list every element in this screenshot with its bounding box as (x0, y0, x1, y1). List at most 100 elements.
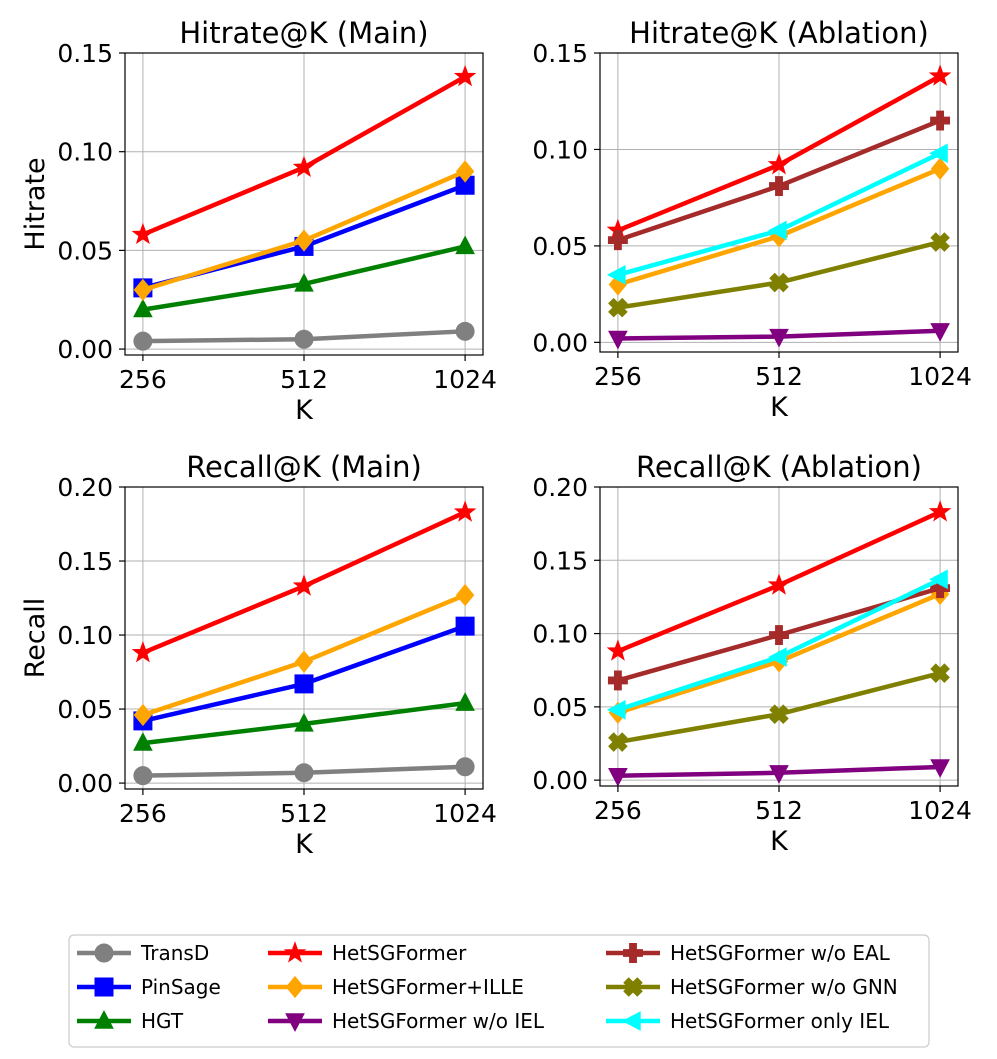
legend-item-hetsgformer-plus-ille: HetSGFormer+ILLE (268, 975, 524, 999)
series-hetsgformer-only-iel (606, 143, 948, 285)
data-point (453, 500, 477, 522)
chart-hitrate-k-main: 0.00 0.05 0.10 0.15 256 512 1024 Hitrate@K (Mai… (20, 16, 497, 426)
data-point (453, 64, 477, 87)
data-point (930, 110, 951, 131)
legend-item-hgt: HGT (77, 1009, 184, 1033)
data-point (769, 704, 789, 724)
data-point (930, 232, 950, 252)
data-point (294, 229, 314, 252)
legend-label: HetSGFormer (332, 941, 467, 965)
legend-item-hetsgformer-w-o-eal: HetSGFormer w/o EAL (606, 941, 891, 965)
y-tick-label: 0.00 (532, 766, 588, 795)
y-tick-label: 0.10 (532, 620, 588, 649)
x-axis-label: K (770, 826, 789, 857)
series-hetsgformer-only-iel (606, 569, 948, 720)
y-tick-label: 0.05 (57, 695, 113, 724)
chart-title: Hitrate@K (Main) (179, 16, 428, 50)
series-hetsgformer-w-o-iel (608, 759, 950, 787)
data-point (131, 640, 155, 663)
y-tick-label: 0.05 (57, 236, 113, 265)
series-hetsgformer (131, 500, 477, 663)
data-point (607, 670, 628, 691)
chart-recall-k-main: 0.00 0.05 0.10 0.15 0.20 256 512 1024 Recall@K (… (20, 450, 497, 860)
series-hetsgformer-w-o-gnn (608, 663, 950, 752)
data-point (928, 500, 952, 522)
data-point (768, 647, 787, 667)
legend-marker (94, 977, 114, 997)
legend-item-hetsgformer-only-iel: HetSGFormer only IEL (606, 1009, 890, 1033)
y-tick-label: 0.10 (57, 138, 113, 167)
data-point (133, 732, 153, 751)
data-point (294, 674, 314, 694)
x-tick-label: 1024 (433, 365, 497, 394)
data-point (606, 699, 626, 720)
legend-item-pinsage: PinSage (77, 975, 221, 999)
y-tick-label: 0.15 (532, 546, 588, 575)
data-point (294, 329, 314, 349)
data-point (133, 703, 153, 727)
y-tick-label: 0.10 (532, 135, 588, 164)
y-tick-label: 0.05 (532, 232, 588, 261)
x-axis-label: K (295, 395, 314, 426)
legend-item-transd: TransD (77, 941, 209, 965)
x-tick-label: 256 (594, 362, 642, 391)
legend-label: HetSGFormer+ILLE (332, 975, 524, 999)
data-point (133, 331, 153, 351)
data-point (608, 330, 628, 350)
legend-label: HetSGFormer w/o EAL (670, 941, 891, 965)
legend-marker (94, 943, 114, 963)
legend-marker (94, 1010, 114, 1029)
chart-title: Recall@K (Ablation) (636, 450, 922, 484)
data-point (930, 663, 950, 683)
legend-item-hetsgformer-w-o-gnn: HetSGFormer w/o GNN (606, 975, 898, 999)
data-point (133, 298, 153, 318)
data-point (769, 765, 789, 784)
legend-label: HGT (141, 1009, 184, 1033)
legend-marker (622, 1011, 641, 1031)
data-point (767, 153, 791, 175)
x-axis-label: K (295, 829, 314, 860)
legend-item-hetsgformer: HetSGFormer (268, 941, 467, 965)
chart-recall-k-ablation: 0.00 0.05 0.10 0.15 0.20 256 512 1024 Recall@K (… (532, 450, 972, 857)
x-tick-label: 512 (280, 799, 328, 828)
data-point (606, 265, 626, 285)
series-hetsgformer (131, 64, 477, 245)
data-point (455, 757, 475, 777)
legend-marker (285, 975, 305, 999)
data-point (455, 692, 475, 711)
series-hetsgformer-w-o-eal (607, 110, 951, 251)
y-tick-label: 0.15 (57, 39, 113, 68)
legend-marker (623, 977, 643, 997)
legend-label: HetSGFormer w/o GNN (670, 975, 898, 999)
series-transd (133, 757, 475, 786)
data-point (769, 328, 789, 348)
data-point (928, 64, 952, 86)
x-tick-label: 1024 (433, 799, 497, 828)
legend-label: TransD (140, 941, 209, 965)
legend-marker (285, 1013, 305, 1032)
legend-marker (283, 941, 307, 963)
series-hetsgformer (606, 64, 952, 241)
series-hgt (133, 235, 475, 318)
data-point (930, 323, 950, 342)
y-tick-label: 0.00 (532, 328, 588, 357)
data-point (769, 272, 789, 293)
data-point (294, 272, 314, 292)
data-point (294, 650, 314, 673)
data-point (294, 763, 314, 783)
series-hetsgformer-w-o-iel (608, 323, 950, 350)
y-tick-label: 0.00 (57, 335, 113, 364)
chart-hitrate-k-ablation: 0.00 0.05 0.10 0.15 256 512 1024 Hitrate@K (Abl… (532, 16, 972, 423)
x-tick-label: 512 (280, 365, 328, 394)
series-hetsgformer-w-o-gnn (608, 232, 950, 318)
legend-label: PinSage (141, 975, 221, 999)
y-tick-label: 0.15 (57, 547, 113, 576)
data-point (133, 278, 153, 301)
data-point (767, 573, 791, 595)
x-tick-label: 1024 (908, 362, 972, 391)
data-point (292, 155, 316, 178)
data-point (608, 768, 628, 787)
series-hetsgformer-plus-ille (133, 583, 475, 727)
x-tick-label: 256 (594, 796, 642, 825)
data-point (769, 176, 789, 197)
